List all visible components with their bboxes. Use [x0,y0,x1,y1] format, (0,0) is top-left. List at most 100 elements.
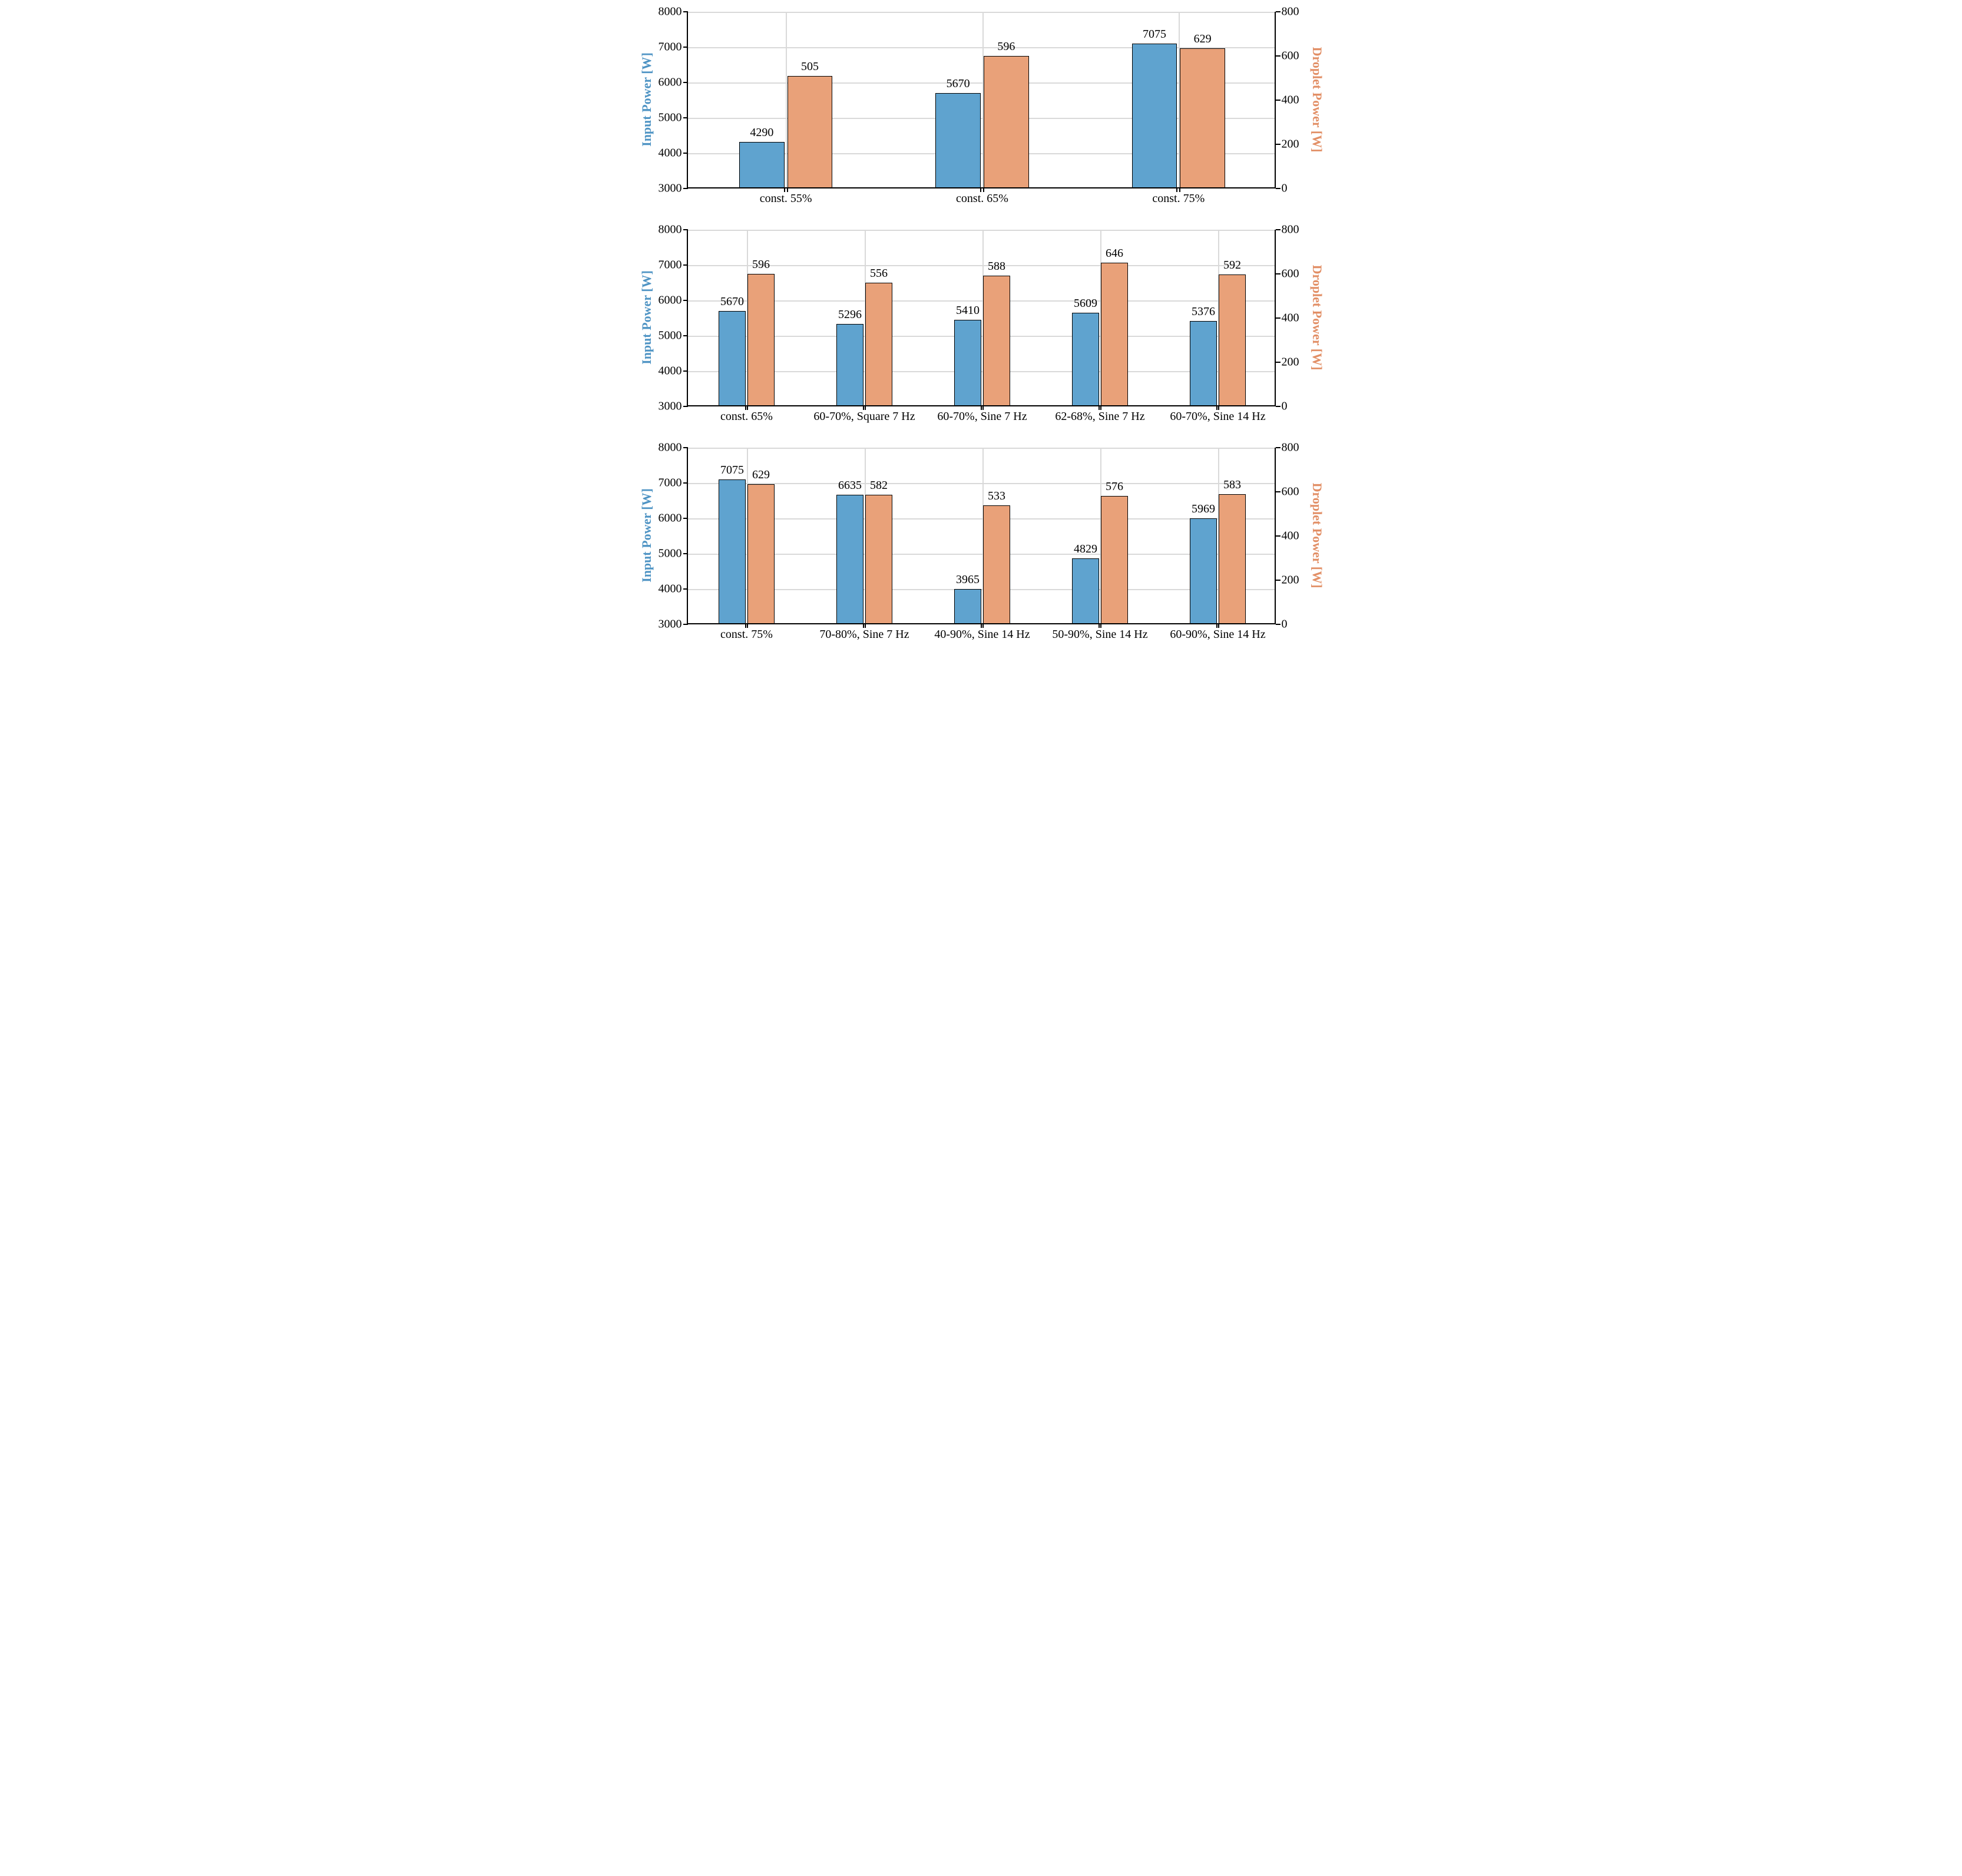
y-axis-label-left: Input Power [W] [639,488,654,583]
bar-droplet-power [865,283,892,406]
bar-input-power [1132,44,1177,188]
ytick-label-right: 400 [1276,530,1299,543]
ytick-label-right: 600 [1276,49,1299,63]
ytick-label-right: 800 [1276,5,1299,19]
bar-label-droplet: 592 [1223,259,1241,272]
bar-input-power [935,93,981,187]
xtick-label: const. 75% [720,623,773,641]
bar-input-power [1072,558,1099,623]
ytick-label-left: 6000 [659,76,688,90]
ytick-label-left: 4000 [659,365,688,378]
gridline-horizontal [688,554,1276,555]
xtick-label: 60-70%, Square 7 Hz [813,405,915,423]
chart-panel-1: 3000400050006000700080000200400600800567… [687,230,1276,406]
bar-droplet-power [747,484,775,623]
figure-container: 3000400050006000700080000200400600800429… [622,0,1341,677]
bar-droplet-power [1101,496,1128,623]
bar-input-power [836,324,863,405]
gridline-horizontal [688,371,1276,372]
bar-input-power [836,495,863,623]
bar-label-droplet: 588 [988,260,1005,273]
ytick-label-left: 4000 [659,147,688,160]
gridline-horizontal [688,12,1276,13]
bar-label-input: 5410 [956,304,980,317]
ytick-label-right: 400 [1276,312,1299,325]
ytick-label-right: 200 [1276,356,1299,369]
ytick-label-left: 3000 [659,618,688,631]
ytick-label-left: 3000 [659,182,688,196]
bar-droplet-power [865,495,892,623]
xtick-label: 60-70%, Sine 14 Hz [1170,405,1265,423]
ytick-label-right: 600 [1276,267,1299,281]
bar-label-droplet: 629 [1194,32,1212,46]
bar-droplet-power [747,274,775,406]
plot-area: 3000400050006000700080000200400600800429… [687,12,1276,188]
bar-label-input: 5376 [1192,305,1215,319]
ytick-label-left: 6000 [659,294,688,307]
y-axis-label-left: Input Power [W] [639,270,654,365]
xtick-label: const. 65% [720,405,773,423]
bar-label-input: 4829 [1074,542,1097,556]
ytick-label-right: 800 [1276,441,1299,455]
ytick-label-left: 8000 [659,223,688,237]
xtick-label: 60-90%, Sine 14 Hz [1170,623,1265,641]
bar-label-input: 7075 [720,464,744,477]
bar-label-input: 4290 [750,126,773,140]
gridline-horizontal [688,483,1276,484]
chart-panel-2: 3000400050006000700080000200400600800707… [687,448,1276,624]
bar-input-power [719,479,746,624]
bar-input-power [1190,321,1217,405]
chart-panel-0: 3000400050006000700080000200400600800429… [687,12,1276,188]
xtick-label: const. 75% [1152,187,1205,206]
bar-droplet-power [788,76,833,187]
gridline-horizontal [688,230,1276,231]
bar-label-input: 3965 [956,573,980,587]
ytick-label-left: 5000 [659,547,688,561]
y-axis-label-right: Droplet Power [W] [1309,483,1325,588]
xtick-label: 70-80%, Sine 7 Hz [819,623,909,641]
bar-label-droplet: 596 [752,258,770,272]
bar-input-power [954,320,981,405]
bar-input-power [1072,313,1099,405]
ytick-label-left: 8000 [659,441,688,455]
ytick-label-left: 7000 [659,477,688,490]
bar-droplet-power [1180,48,1225,187]
bar-droplet-power [1101,263,1128,405]
ytick-label-right: 0 [1276,618,1288,631]
ytick-label-left: 5000 [659,329,688,343]
ytick-label-right: 200 [1276,574,1299,587]
bar-label-droplet: 629 [752,468,770,482]
ytick-label-left: 5000 [659,111,688,125]
bar-label-input: 5609 [1074,297,1097,310]
xtick-label: 62-68%, Sine 7 Hz [1055,405,1144,423]
bar-input-power [719,311,746,405]
ytick-label-right: 400 [1276,94,1299,107]
bar-label-droplet: 505 [801,60,819,74]
bar-input-power [1190,518,1217,623]
bar-droplet-power [983,505,1010,623]
bar-droplet-power [1219,274,1246,405]
bar-label-input: 5670 [947,77,970,91]
bar-input-power [739,142,785,187]
bar-label-droplet: 583 [1223,478,1241,492]
y-axis-label-left: Input Power [W] [639,52,654,147]
plot-area: 3000400050006000700080000200400600800707… [687,448,1276,624]
gridline-horizontal [688,518,1276,520]
ytick-label-right: 200 [1276,138,1299,151]
xtick-label: 40-90%, Sine 14 Hz [934,623,1030,641]
gridline-horizontal [688,300,1276,302]
ytick-label-right: 800 [1276,223,1299,237]
gridline-horizontal [688,265,1276,266]
ytick-label-left: 7000 [659,41,688,54]
bar-input-power [954,589,981,623]
bar-label-droplet: 596 [997,40,1015,54]
ytick-label-right: 0 [1276,400,1288,413]
bar-label-droplet: 533 [988,489,1005,503]
xtick-label: 50-90%, Sine 14 Hz [1052,623,1147,641]
bar-label-input: 5969 [1192,502,1215,516]
ytick-label-left: 6000 [659,512,688,525]
gridline-horizontal [688,589,1276,590]
bar-label-droplet: 582 [870,479,888,492]
y-axis-label-right: Droplet Power [W] [1309,47,1325,153]
bar-droplet-power [984,56,1029,188]
